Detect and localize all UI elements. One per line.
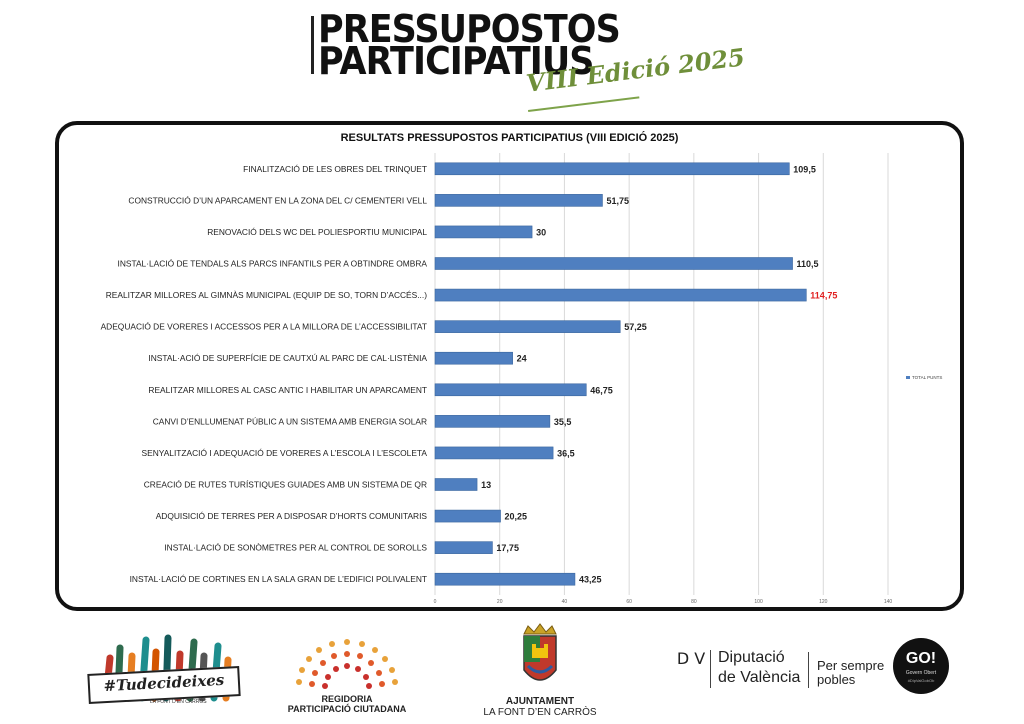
category-label: ADEQUACIÓ DE VORERES I ACCESSOS PER A LA… — [101, 322, 427, 332]
data-label: 110,5 — [797, 259, 819, 269]
category-label: RENOVACIÓ DELS WC DEL POLIESPORTIU MUNIC… — [207, 227, 427, 237]
category-label: ADQUISICIÓ DE TERRES PER A DISPOSAR D’HO… — [156, 511, 428, 521]
category-label: FINALITZACIÓ DE LES OBRES DEL TRINQUET — [243, 164, 427, 174]
bar — [434, 162, 790, 176]
data-label: 35,5 — [554, 417, 572, 427]
diputacio-name-line2: de València — [718, 669, 801, 686]
data-label: 24 — [517, 354, 527, 364]
data-label: 114,75 — [810, 291, 837, 301]
page-title-line2: PARTICIPATIUS — [318, 39, 594, 83]
slogan-divider — [808, 652, 809, 688]
slogan-line1: Per sempre — [817, 658, 885, 673]
data-label: 36,5 — [557, 448, 575, 458]
go-title: GO! — [905, 650, 937, 667]
data-label: 57,25 — [624, 322, 647, 332]
data-label: 20,25 — [505, 512, 528, 522]
x-tick-label: 0 — [434, 599, 437, 605]
diputacio-divider — [710, 650, 711, 688]
category-label: REALITZAR MILLORES AL GIMNÀS MUNICIPAL (… — [106, 290, 427, 300]
data-label: 46,75 — [590, 385, 613, 395]
bar — [434, 478, 478, 491]
bar — [434, 351, 513, 365]
slogan-line2: pobles — [817, 672, 856, 687]
data-label: 13 — [481, 480, 491, 490]
diputacio-name-line1: Diputació — [718, 649, 785, 666]
data-label: 51,75 — [606, 196, 629, 206]
chart-title: RESULTATS PRESSUPOSTOS PARTICIPATIUS (VI… — [340, 132, 679, 144]
category-label: INSTAL·ACIÓ DE SUPERFÍCIE DE CAUTXÚ AL P… — [148, 353, 427, 363]
title-accent-bar — [311, 16, 314, 74]
ajuntament-town: LA FONT D’EN CARRÒS — [483, 707, 597, 718]
data-label: 109,5 — [793, 164, 816, 174]
bar-chart: 0 20 40 60 80 100 120 140 FINALITZACIÓ DE LES OB… — [101, 153, 942, 605]
data-label: 43,25 — [579, 575, 602, 585]
bar — [434, 415, 551, 428]
bar — [434, 225, 533, 239]
x-tick-label: 80 — [691, 599, 697, 605]
hashtag-subtitle: LA FONT D’EN CARRÒS — [150, 699, 207, 705]
bar — [434, 446, 554, 460]
legend-label: TOTAL PUNTS — [912, 375, 942, 380]
category-label: INSTAL·LACIÓ DE SONÒMETRES PER AL CONTRO… — [164, 543, 427, 553]
bar — [434, 257, 793, 270]
category-label: CONSTRUCCIÓ D’UN APARCAMENT EN LA ZONA D… — [128, 195, 427, 205]
go-subtitle: Govern Obert — [905, 670, 937, 676]
x-tick-label: 40 — [562, 599, 568, 605]
legend-swatch — [906, 376, 910, 379]
x-tick-label: 100 — [754, 599, 763, 605]
chart-panel: RESULTATS PRESSUPOSTOS PARTICIPATIUS (VI… — [55, 121, 964, 611]
coat-of-arms-icon — [523, 623, 557, 681]
ajuntament-logo: AJUNTAMENT LA FONT D’EN CARRÒS — [480, 622, 600, 722]
edition-underline — [528, 96, 640, 112]
hashtag-text: #Tudecideixes — [103, 670, 225, 696]
category-label: INSTAL·LACIÓ DE CORTINES EN LA SALA GRAN… — [130, 574, 427, 584]
header: PRESSUPOSTOS PARTICIPATIUS VIII Edició 2… — [0, 0, 1024, 120]
bar — [434, 509, 501, 523]
footer-logos: #Tudecideixes LA FONT D’EN CARRÒS REGIDO… — [0, 618, 1024, 723]
regidoria-subtitle: PARTICIPACIÓ CIUTADANA — [287, 704, 407, 714]
category-label: CREACIÓ DE RUTES TURÍSTIQUES GUIADES AMB… — [144, 480, 427, 490]
bar — [434, 541, 493, 554]
category-label: REALITZAR MILLORES AL CASC ANTIC I HABIL… — [148, 385, 427, 395]
dv-monogram-icon: D V — [676, 649, 706, 668]
regidoria-logo: REGIDORIA PARTICIPACIÓ CIUTADANA — [287, 634, 407, 724]
bar — [434, 288, 807, 302]
bar — [434, 383, 587, 397]
bar — [434, 320, 621, 333]
x-tick-label: 20 — [497, 599, 503, 605]
x-tick-label: 120 — [819, 599, 828, 605]
bar — [434, 572, 576, 586]
page-title-line1: PRESSUPOSTOS — [318, 7, 621, 51]
x-tick-label: 60 — [626, 599, 632, 605]
go-hashtag: #DipValGobOb — [907, 678, 935, 683]
regidoria-title: REGIDORIA — [321, 694, 373, 704]
data-label: 30 — [536, 227, 546, 237]
data-label: 17,75 — [496, 543, 519, 553]
sunrise-dots-icon — [296, 639, 398, 689]
ajuntament-title: AJUNTAMENT — [505, 696, 575, 707]
diputacio-logo: D V Diputació de València Per sempre pob… — [676, 646, 896, 696]
x-tick-label: 140 — [884, 599, 893, 605]
category-label: INSTAL·LACIÓ DE TENDALS ALS PARCS INFANT… — [118, 259, 428, 269]
category-label: CANVI D’ENLLUMENAT PÚBLIC A UN SISTEMA A… — [153, 416, 427, 426]
category-label: SENYALITZACIÓ I ADEQUACIÓ DE VORERES A L… — [142, 448, 428, 458]
bar — [434, 194, 603, 207]
govern-obert-badge: GO! Govern Obert #DipValGobOb — [893, 638, 949, 694]
